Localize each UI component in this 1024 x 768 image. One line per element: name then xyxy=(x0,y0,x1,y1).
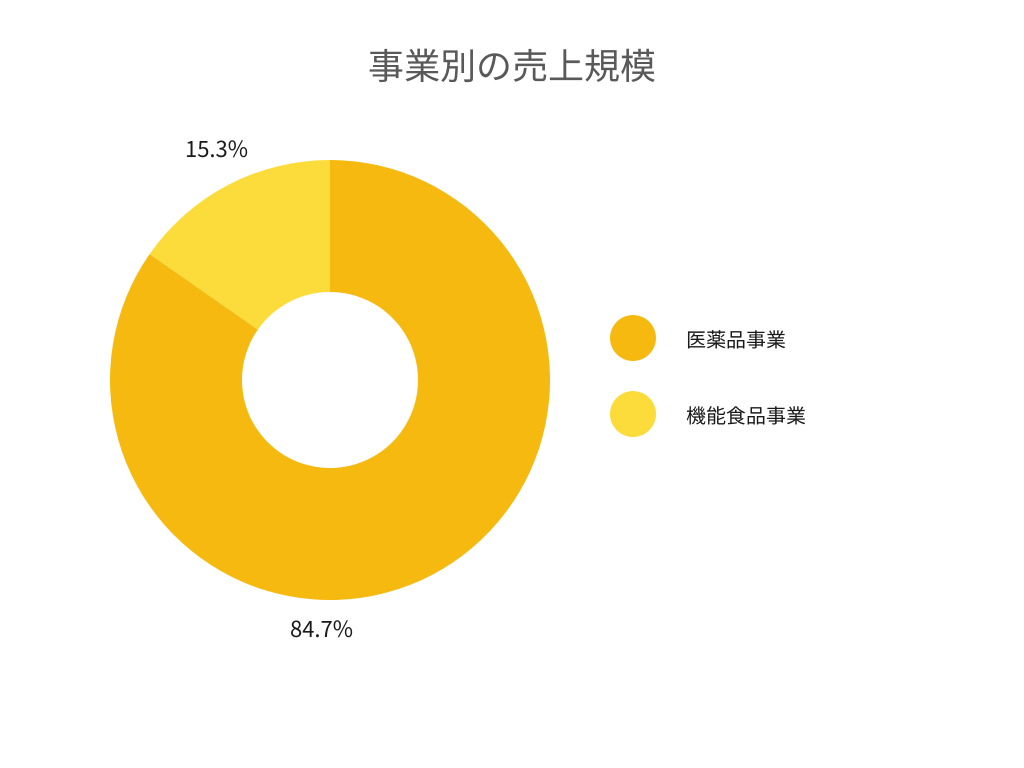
legend-item-1: 機能食品事業 xyxy=(610,391,806,437)
legend: 医薬品事業 機能食品事業 xyxy=(610,315,806,467)
donut-chart xyxy=(110,160,550,600)
legend-swatch-0 xyxy=(610,315,656,361)
legend-swatch-1 xyxy=(610,391,656,437)
legend-label-0: 医薬品事業 xyxy=(686,324,786,353)
legend-label-1: 機能食品事業 xyxy=(686,400,806,429)
legend-item-0: 医薬品事業 xyxy=(610,315,806,361)
chart-title: 事業別の売上規模 xyxy=(0,38,1024,90)
slice-label-0: 84.7% xyxy=(290,612,353,644)
